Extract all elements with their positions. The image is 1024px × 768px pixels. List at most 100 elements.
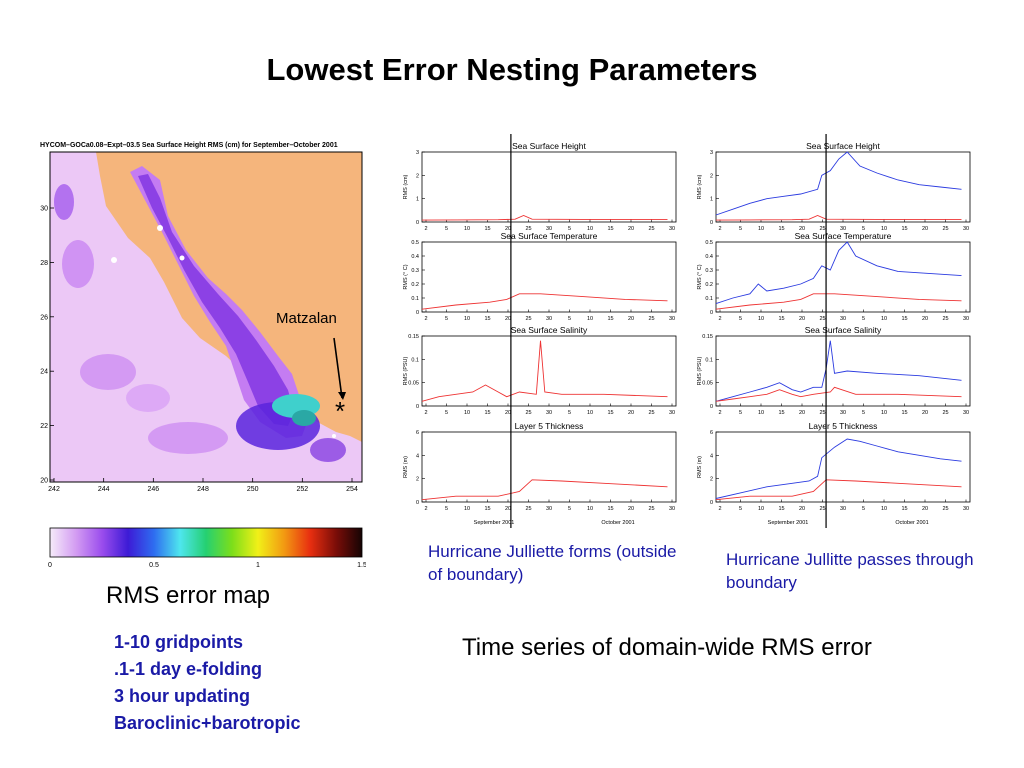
x-tick-label: 15: [484, 226, 490, 232]
map-island: [332, 434, 336, 438]
x-tick-label: 20: [628, 506, 634, 512]
x-tick-label: 20: [628, 226, 634, 232]
x-tick-label: 25: [942, 316, 948, 322]
panel-title: Sea Surface Temperature: [501, 231, 598, 241]
panel-ylabel: RMS (cm): [403, 174, 409, 199]
x-tick-label: 5: [568, 226, 571, 232]
x-tick-label: 5: [862, 226, 865, 232]
y-tick-label: 0: [416, 220, 419, 226]
colorbar-tick-label: 1: [256, 562, 260, 569]
panel-frame: [715, 431, 971, 503]
x-tick-label: 5: [568, 410, 571, 416]
y-tick-label: 0.5: [411, 240, 419, 246]
x-tick-label: 20: [799, 410, 805, 416]
x-tick-label: 5: [862, 316, 865, 322]
x-month-label: September 2001: [768, 520, 809, 526]
panel-ylabel: RMS (cm): [697, 174, 703, 199]
colorbar: 0 0.5 1 1.5: [48, 527, 366, 569]
panel-ylabel: RMS (PSU): [697, 356, 703, 385]
y-tick-label: 0.05: [408, 381, 419, 387]
y-tick-label: 0.15: [702, 334, 713, 340]
x-tick-label: 20: [505, 410, 511, 416]
panel-frame: [715, 151, 971, 223]
map-peak: [292, 410, 316, 426]
x-tick-label: 15: [484, 316, 490, 322]
map-header: HYCOM–GOCa0.08–Expt–03.5 Sea Surface Hei…: [40, 142, 338, 149]
bullet-item: 3 hour updating: [114, 686, 250, 706]
panel-title: Sea Surface Salinity: [511, 325, 588, 335]
x-tick-label: 25: [648, 316, 654, 322]
x-tick-label: 25: [942, 410, 948, 416]
location-arrow: [333, 337, 343, 399]
y-tick-label: 1: [710, 197, 713, 203]
panel-title: Layer 5 Thickness: [515, 421, 584, 431]
x-tick-label: 25: [942, 506, 948, 512]
x-tick-label: 10: [758, 226, 764, 232]
y-tick-label: 0.4: [411, 254, 419, 260]
x-tick-label: 30: [840, 410, 846, 416]
x-tick-label: 5: [739, 316, 742, 322]
map-x-tick-label: 246: [147, 486, 159, 493]
map-x-tick-label: 248: [197, 486, 209, 493]
x-tick-label: 20: [922, 506, 928, 512]
y-tick-label: 4: [416, 453, 419, 459]
x-tick-label: 30: [546, 506, 552, 512]
colorbar-gradient: [49, 527, 363, 558]
y-tick-label: 3: [416, 150, 419, 156]
y-tick-label: 0: [416, 500, 419, 506]
y-tick-label: 2: [416, 477, 419, 483]
map-patch: [310, 438, 346, 462]
y-tick-label: 2: [416, 173, 419, 179]
y-tick-label: 4: [710, 453, 713, 459]
x-tick-label: 20: [922, 316, 928, 322]
y-tick-label: 0.15: [408, 334, 419, 340]
x-tick-label: 30: [963, 506, 969, 512]
location-marker: *: [335, 396, 345, 426]
x-tick-label: 15: [901, 410, 907, 416]
map-x-tick-label: 244: [98, 486, 110, 493]
x-tick-label: 10: [587, 410, 593, 416]
x-tick-label: 10: [464, 226, 470, 232]
chart-panel: Sea Surface Salinity RMS (PSU) 0 0.05 0.1 0.1…: [697, 325, 971, 416]
panel-frame: [421, 151, 677, 223]
series-line: [421, 215, 668, 221]
map-island: [111, 257, 117, 263]
bullet-item: .1-1 day e-folding: [114, 659, 263, 679]
y-tick-label: 0.1: [411, 357, 419, 363]
x-tick-label: 10: [881, 506, 887, 512]
x-tick-label: 2: [718, 410, 721, 416]
y-tick-label: 0: [710, 310, 713, 316]
x-tick-label: 15: [778, 226, 784, 232]
y-tick-label: 0.1: [411, 296, 419, 302]
series-line: [715, 438, 962, 499]
x-tick-label: 15: [607, 316, 613, 322]
colorbar-tick-label: 1.5: [357, 562, 366, 569]
x-tick-label: 2: [424, 316, 427, 322]
chart-panel: Sea Surface Salinity RMS (PSU) 0 0.05 0.1 0.1…: [403, 325, 677, 416]
x-tick-label: 2: [424, 506, 427, 512]
series-line: [421, 293, 668, 310]
x-tick-label: 25: [819, 316, 825, 322]
slide-title: Lowest Error Nesting Parameters: [266, 52, 758, 87]
x-tick-label: 15: [484, 506, 490, 512]
x-tick-label: 20: [799, 316, 805, 322]
x-tick-label: 30: [669, 506, 675, 512]
x-tick-label: 5: [445, 410, 448, 416]
map-y-tick-label: 28: [40, 260, 48, 267]
map-y-tick-label: 24: [40, 369, 48, 376]
x-tick-label: 25: [942, 226, 948, 232]
x-tick-label: 10: [758, 506, 764, 512]
y-tick-label: 0.3: [705, 268, 713, 274]
chart-panel: Sea Surface Temperature RMS (° C) 0 0.1 0.2 0…: [697, 231, 971, 322]
x-tick-label: 20: [628, 410, 634, 416]
y-tick-label: 1: [416, 197, 419, 203]
x-tick-label: 25: [525, 226, 531, 232]
x-tick-label: 10: [881, 316, 887, 322]
timeseries-caption: Time series of domain-wide RMS error: [462, 634, 872, 661]
map-x-tick-label: 254: [346, 486, 358, 493]
x-month-label: September 2001: [474, 520, 515, 526]
y-tick-label: 0.05: [702, 381, 713, 387]
x-month-label: October 2001: [601, 520, 634, 526]
